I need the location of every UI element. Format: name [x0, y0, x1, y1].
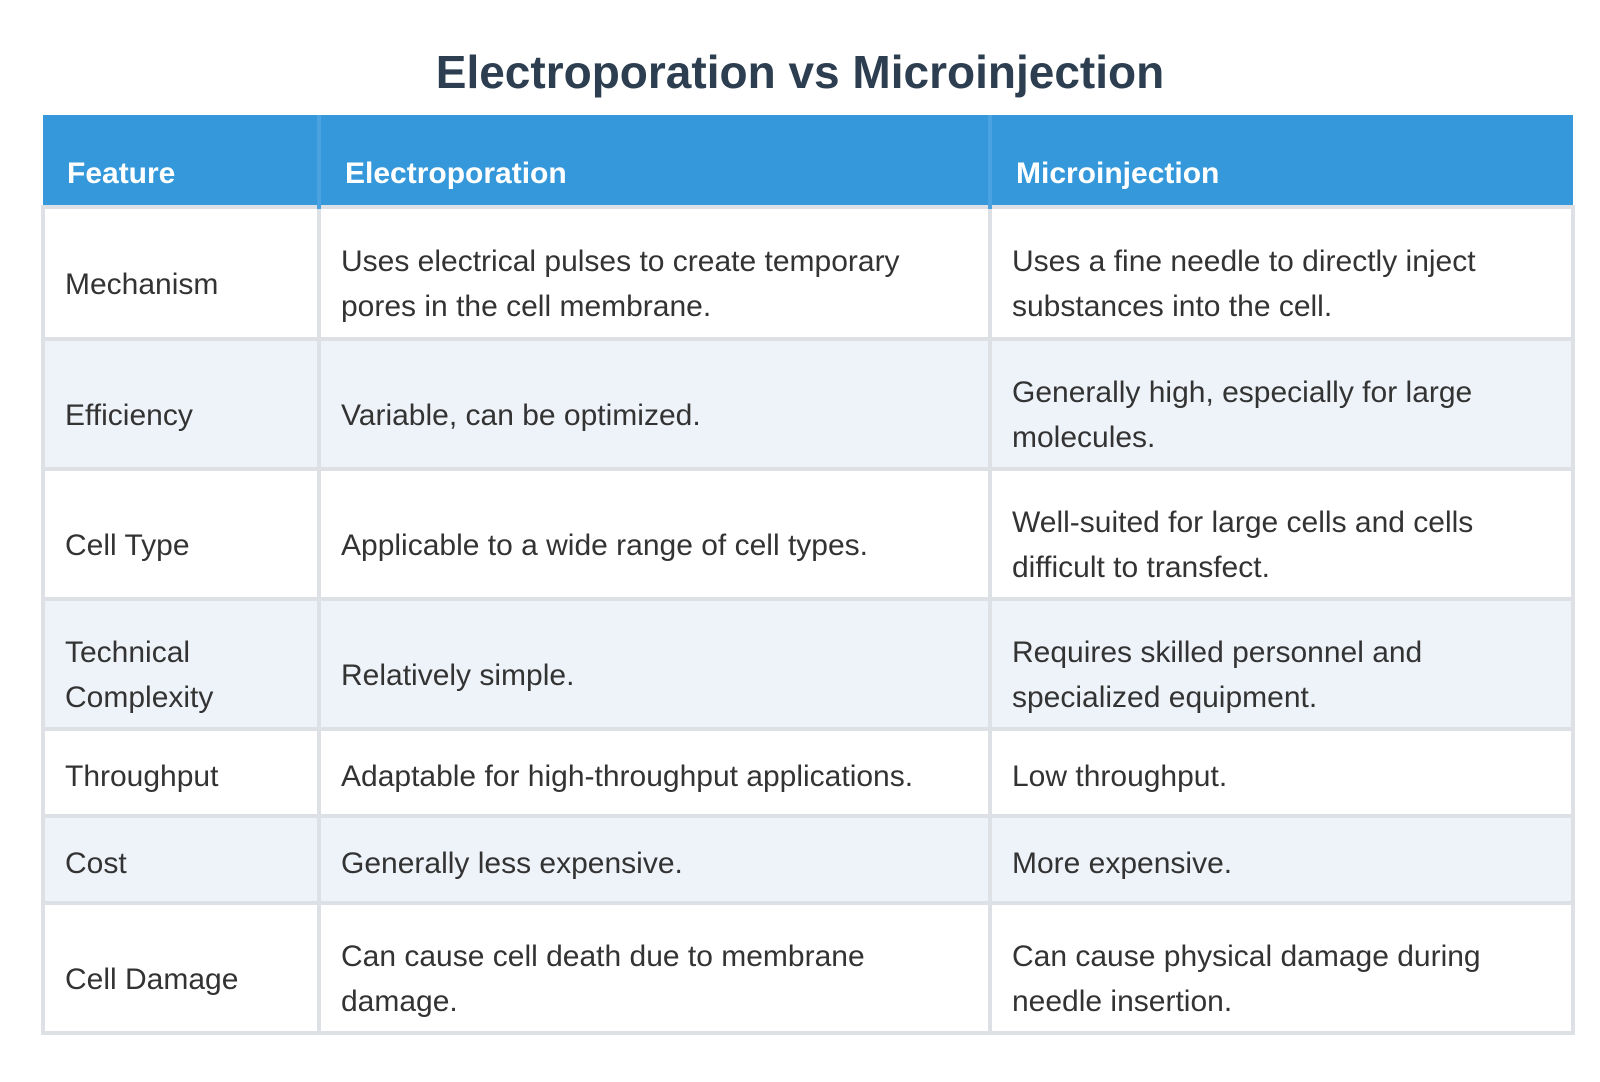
- table-header: Feature Electroporation Microinjection: [43, 115, 1573, 207]
- microinjection-cell: More expensive.: [988, 814, 1575, 905]
- microinjection-cell: Generally high, especially for large mol…: [988, 337, 1575, 471]
- table-row: Cell Type Applicable to a wide range of …: [41, 467, 1575, 601]
- electroporation-cell: Relatively simple.: [317, 597, 992, 731]
- feature-cell: Cell Damage: [41, 901, 321, 1035]
- feature-cell: Throughput: [41, 727, 321, 818]
- electroporation-cell: Can cause cell death due to membrane dam…: [317, 901, 992, 1035]
- microinjection-cell: Low throughput.: [988, 727, 1575, 818]
- page-title: Electroporation vs Microinjection: [435, 46, 1165, 98]
- microinjection-cell: Uses a fine needle to directly inject su…: [988, 205, 1575, 341]
- table-row: Cost Generally less expensive. More expe…: [41, 814, 1575, 905]
- header-electroporation: Electroporation: [317, 115, 990, 207]
- feature-cell: Mechanism: [41, 205, 321, 341]
- electroporation-cell: Variable, can be optimized.: [317, 337, 992, 471]
- header-microinjection: Microinjection: [988, 115, 1573, 207]
- microinjection-cell: Can cause physical damage during needle …: [988, 901, 1575, 1035]
- feature-cell: Cost: [41, 814, 321, 905]
- microinjection-cell: Well-suited for large cells and cells di…: [988, 467, 1575, 601]
- microinjection-cell: Requires skilled personnel and specializ…: [988, 597, 1575, 731]
- electroporation-cell: Applicable to a wide range of cell types…: [317, 467, 992, 601]
- table-row: Cell Damage Can cause cell death due to …: [41, 901, 1575, 1035]
- electroporation-cell: Adaptable for high-throughput applicatio…: [317, 727, 992, 818]
- table-row: Mechanism Uses electrical pulses to crea…: [41, 205, 1575, 341]
- table-row: Technical Complexity Relatively simple. …: [41, 597, 1575, 731]
- feature-cell: Cell Type: [41, 467, 321, 601]
- header-feature: Feature: [43, 115, 319, 207]
- electroporation-cell: Uses electrical pulses to create tempora…: [317, 205, 992, 341]
- feature-cell: Technical Complexity: [41, 597, 321, 731]
- feature-cell: Efficiency: [41, 337, 321, 471]
- table-row: Throughput Adaptable for high-throughput…: [41, 727, 1575, 818]
- electroporation-cell: Generally less expensive.: [317, 814, 992, 905]
- table-body: Mechanism Uses electrical pulses to crea…: [41, 205, 1575, 1035]
- header-row: Feature Electroporation Microinjection: [43, 115, 1573, 207]
- table-row: Efficiency Variable, can be optimized. G…: [41, 337, 1575, 471]
- comparison-table: Feature Electroporation Microinjection M…: [41, 115, 1575, 1035]
